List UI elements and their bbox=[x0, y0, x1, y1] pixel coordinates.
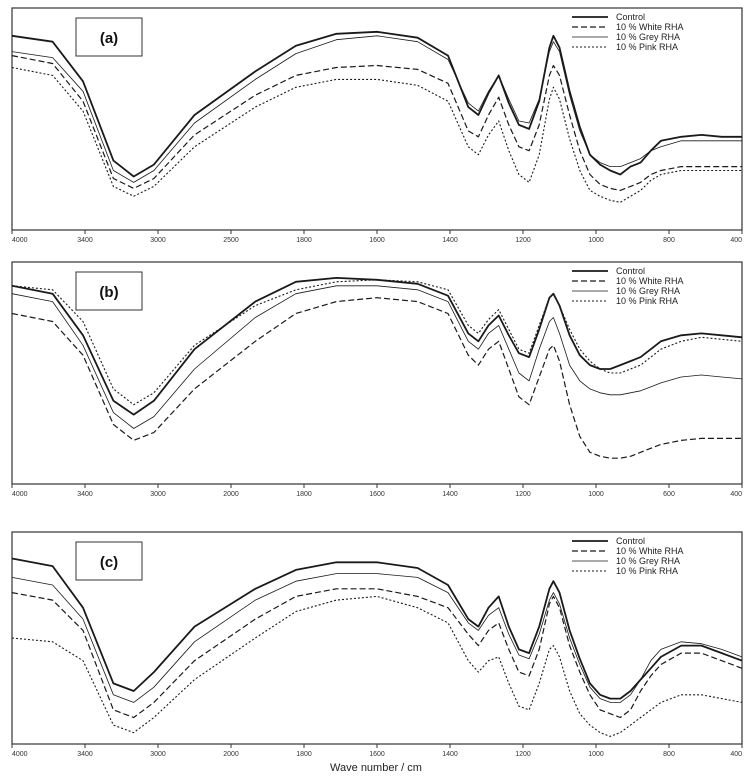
x-tick-label: 1000 bbox=[588, 491, 604, 498]
panel-label: (a) bbox=[100, 30, 118, 47]
legend-label: Control bbox=[616, 536, 645, 546]
legend-label: 10 % Grey RHA bbox=[616, 286, 680, 296]
panel-label: (c) bbox=[100, 554, 118, 571]
legend-label: 10 % White RHA bbox=[616, 546, 684, 556]
series-line-4 bbox=[11, 66, 742, 203]
x-tick-label: 400 bbox=[730, 237, 742, 244]
legend-label: 10 % White RHA bbox=[616, 276, 684, 286]
legend-label: 10 % White RHA bbox=[616, 22, 684, 32]
x-tick-label: 1000 bbox=[588, 751, 604, 758]
x-tick-label: 800 bbox=[663, 751, 675, 758]
panel-2: 4000 3400 3000 2000 1800 1600 1400 1200 1000 600 4… bbox=[11, 261, 743, 498]
legend-label: 10 % Grey RHA bbox=[616, 32, 680, 42]
panel-label-box bbox=[75, 541, 143, 581]
series-line-4 bbox=[11, 595, 743, 737]
series-line-1 bbox=[11, 30, 742, 178]
legend-label: 10 % Pink RHA bbox=[616, 566, 678, 576]
series-line-3 bbox=[11, 573, 743, 703]
x-tick-label: 400 bbox=[730, 751, 742, 758]
x-tick-label: 1400 bbox=[442, 751, 458, 758]
x-tick-label: 2000 bbox=[223, 751, 239, 758]
x-tick-label: 1400 bbox=[442, 237, 458, 244]
series-line-2 bbox=[11, 297, 742, 459]
legend-label: 10 % Pink RHA bbox=[616, 42, 678, 52]
legend-label: 10 % Pink RHA bbox=[616, 296, 678, 306]
series-line-1 bbox=[11, 277, 743, 416]
panel-1: 4000 3400 3000 2500 1800 1600 1400 1200 1000 800 4… bbox=[11, 7, 743, 244]
panel-label: (b) bbox=[99, 284, 118, 301]
series-line-2 bbox=[11, 588, 743, 719]
series-line-3 bbox=[11, 35, 742, 183]
legend-label: Control bbox=[616, 266, 645, 276]
panel-3: 4000 3400 3000 2000 1800 1600 1400 1200 1000 800 4… bbox=[11, 531, 743, 758]
x-tick-label: 3400 bbox=[77, 751, 93, 758]
x-tick-label: 4000 bbox=[12, 237, 28, 244]
x-tick-label: 1000 bbox=[588, 237, 604, 244]
x-tick-label: 1800 bbox=[296, 237, 312, 244]
x-tick-label: 2000 bbox=[223, 491, 239, 498]
x-tick-label: 3400 bbox=[77, 237, 93, 244]
x-tick-label: 3000 bbox=[150, 491, 166, 498]
x-tick-label: 3000 bbox=[150, 751, 166, 758]
x-tick-label: 2500 bbox=[223, 237, 239, 244]
x-tick-label: 1200 bbox=[515, 491, 531, 498]
legend-label: Control bbox=[616, 12, 645, 22]
x-tick-label: 1200 bbox=[515, 237, 531, 244]
x-tick-label: 1200 bbox=[515, 751, 531, 758]
x-tick-label: 4000 bbox=[12, 491, 28, 498]
x-tick-label: 1400 bbox=[442, 491, 458, 498]
x-tick-label: 1600 bbox=[369, 237, 385, 244]
series-line-2 bbox=[11, 55, 742, 191]
x-tick-label: 800 bbox=[663, 237, 675, 244]
legend-label: 10 % Grey RHA bbox=[616, 556, 680, 566]
x-tick-label: 600 bbox=[663, 491, 675, 498]
series-line-4 bbox=[11, 279, 743, 406]
panel-label-box bbox=[75, 17, 143, 57]
x-tick-label: 4000 bbox=[12, 751, 28, 758]
x-tick-label: 400 bbox=[730, 491, 742, 498]
x-tick-label: 1600 bbox=[369, 751, 385, 758]
x-tick-label: 3000 bbox=[150, 237, 166, 244]
series-line-3 bbox=[11, 285, 743, 429]
x-tick-label: 3400 bbox=[77, 491, 93, 498]
x-tick-label: 1800 bbox=[296, 751, 312, 758]
x-axis-label: Wave number / cm bbox=[330, 762, 422, 774]
x-tick-label: 1600 bbox=[369, 491, 385, 498]
x-tick-label: 1800 bbox=[296, 491, 312, 498]
panel-label-box bbox=[75, 271, 143, 311]
